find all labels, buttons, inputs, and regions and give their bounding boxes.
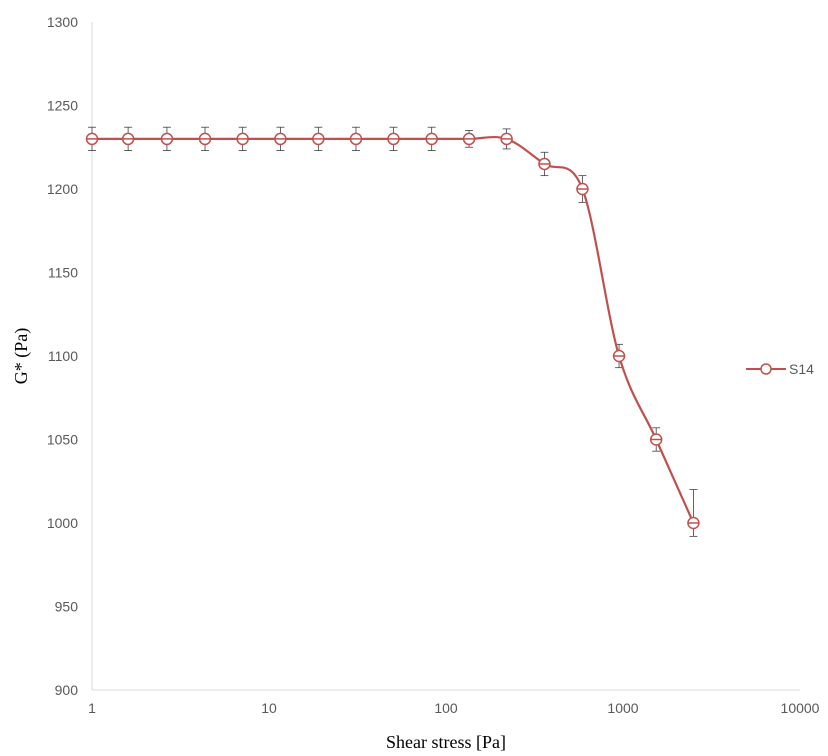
y-tick-label: 1150 bbox=[48, 265, 78, 281]
y-tick-label: 1050 bbox=[47, 432, 78, 448]
y-axis-title: G* (Pa) bbox=[11, 328, 32, 385]
x-tick-label: 1 bbox=[88, 700, 96, 716]
x-tick-label: 1000 bbox=[607, 700, 638, 716]
x-tick-label: 10 bbox=[261, 700, 277, 716]
y-tick-label: 1100 bbox=[48, 348, 78, 364]
y-tick-label: 950 bbox=[55, 599, 79, 615]
y-tick-label: 900 bbox=[55, 682, 79, 698]
y-tick-label: 1300 bbox=[47, 14, 78, 30]
x-tick-label: 100 bbox=[434, 700, 458, 716]
error-bar bbox=[689, 489, 698, 537]
legend: S14 bbox=[746, 361, 814, 377]
y-tick-label: 1250 bbox=[47, 98, 78, 114]
x-tick-label: 10000 bbox=[781, 700, 820, 716]
series-layer bbox=[85, 126, 700, 537]
x-tick-labels: 1 10 100 1000 10000 bbox=[88, 700, 820, 716]
axes bbox=[91, 22, 800, 691]
series-line bbox=[92, 135, 695, 524]
legend-label: S14 bbox=[789, 361, 814, 377]
legend-marker bbox=[760, 363, 772, 375]
x-axis-title: Shear stress [Pa] bbox=[386, 732, 506, 752]
y-tick-labels: 900 950 1000 1050 1100 1150 1200 1250 1300 bbox=[47, 14, 78, 698]
y-tick-label: 1000 bbox=[47, 515, 78, 531]
y-tick-label: 1200 bbox=[47, 181, 78, 197]
